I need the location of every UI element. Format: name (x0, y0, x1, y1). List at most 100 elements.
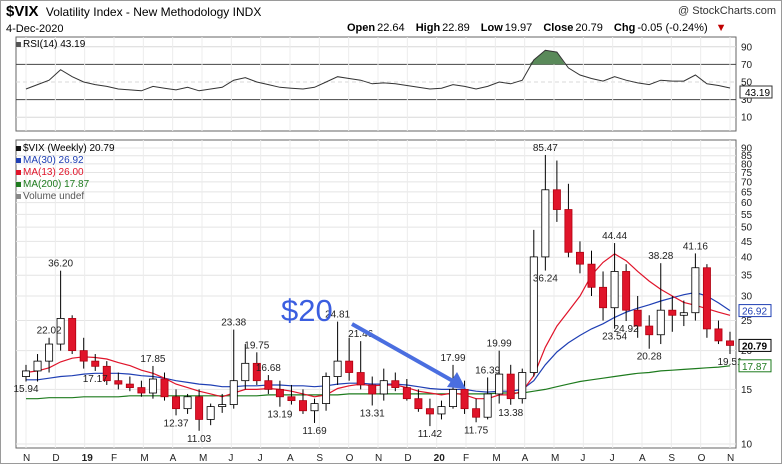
brand-watermark: @ StockCharts.com (678, 5, 776, 17)
x-tick-label: D (52, 453, 59, 464)
high-low-label: 19.99 (487, 339, 512, 350)
rsi-tick-label: 50 (741, 78, 753, 89)
price-tag-text: 26.92 (742, 307, 767, 318)
x-tick-label: O (346, 453, 354, 464)
candle-down (137, 387, 146, 394)
chg-value: -0.05 (-0.24%) (637, 22, 708, 34)
x-axis-labels: N D 19 F M A M J J A S O N D 20 F M A M J J A S O N (23, 453, 734, 464)
x-tick-label: N (375, 453, 382, 464)
price-tick-label: 65 (741, 187, 753, 198)
candle-down (575, 251, 584, 265)
low-label: Low (480, 22, 503, 34)
price-title-text: $VIX (Weekly) 20.79 (23, 143, 115, 154)
candle-down (275, 388, 284, 398)
candle-down (425, 408, 434, 415)
candle-up (310, 403, 319, 412)
price-tag-box (738, 304, 772, 318)
candle-up (241, 362, 250, 382)
candle-down (79, 350, 88, 362)
price-tick-label: 75 (741, 168, 753, 179)
x-tick-label: A (639, 453, 646, 464)
candle-up (449, 388, 457, 407)
x-tick-label: A (522, 453, 529, 464)
x-tick-label: F (111, 453, 117, 464)
high-low-label: 85.47 (533, 143, 558, 154)
legend-ma13: MA(13) 26.00 (16, 167, 84, 178)
candle-down (668, 309, 677, 316)
candle-down (172, 396, 181, 410)
x-tick-label: F (463, 453, 469, 464)
high-low-label: 38.28 (648, 251, 673, 262)
ohlc-bar: Open 22.64 High 22.89 Low 19.97 Close 20.79 … (347, 22, 727, 34)
volume-swatch (16, 193, 21, 199)
candle-down (102, 365, 111, 382)
high-low-label: 16.68 (256, 363, 281, 374)
candle-down (368, 384, 377, 395)
candle-down (552, 189, 561, 210)
x-tick-label: S (316, 453, 323, 464)
symbol-name: Volatility Index - New Methodology (45, 5, 230, 19)
candle-down (506, 373, 515, 400)
price-tick-label: 90 (741, 144, 753, 155)
candle-down (622, 271, 631, 311)
price-tick-label: 10 (741, 440, 753, 451)
x-tick-label: J (228, 453, 233, 464)
candle-up (206, 406, 215, 420)
price-title: $VIX (Weekly) 20.79 (16, 143, 115, 154)
price-tick-label: 55 (741, 210, 753, 221)
candle-down (160, 378, 169, 398)
price-tag-box (738, 338, 772, 352)
price-tick-label: 50 (741, 223, 753, 234)
x-tick-label: J (258, 453, 263, 464)
annotation-text: $20 (281, 293, 333, 328)
candle-up (437, 406, 446, 415)
price-tag-box (738, 359, 772, 373)
x-tick-label: 20 (434, 453, 446, 464)
candlesticks (22, 154, 734, 431)
close-label: Close (543, 22, 574, 34)
high-low-label: 13.31 (360, 408, 385, 419)
legend-ma30: MA(30) 26.92 (16, 155, 84, 166)
candle-up (483, 393, 492, 418)
annotation-arrowhead (447, 372, 466, 389)
x-tick-label: O (698, 453, 706, 464)
high-low-label: 15.94 (13, 384, 38, 395)
legend-volume-label: Volume undef (23, 191, 85, 202)
high-low-label: 12.37 (164, 418, 189, 429)
candle-down (356, 372, 365, 386)
candle-down (599, 286, 608, 309)
chg-label: Chg (613, 22, 636, 34)
candle-up (22, 370, 30, 377)
ma30-line (26, 291, 731, 393)
high-low-label: 24.81 (325, 310, 350, 321)
high-value: 22.89 (442, 22, 470, 34)
rsi-tick-label: 30 (741, 95, 753, 106)
candle-down (125, 383, 134, 388)
rsi-label: RSI(14) 43.19 (23, 39, 86, 50)
candle-up (148, 378, 157, 394)
price-tick-label: 25 (741, 316, 753, 327)
high-low-label: 17.17 (83, 374, 108, 385)
rsi-ticks: 90 70 50 30 10 (741, 42, 753, 123)
ma13-line (25, 253, 731, 400)
rsi-current-tag (739, 85, 773, 99)
high-low-label: 36.20 (48, 259, 73, 270)
exchange: INDX (232, 5, 262, 19)
price-panel: 1520253035404550556065707580859010 36.20… (13, 139, 772, 451)
rsi-overbought-fill (529, 50, 565, 65)
price-tick-label: 70 (741, 177, 753, 188)
candle-up (541, 189, 550, 258)
high-low-label: 20.28 (637, 352, 662, 363)
close-value: 20.79 (575, 22, 603, 34)
price-tag-text: 20.79 (742, 341, 767, 352)
candle-up (679, 312, 688, 316)
chg-down-icon: ▼ (715, 22, 727, 34)
high-low-label: 11.03 (187, 434, 212, 445)
candle-down (714, 328, 723, 342)
rsi-panel: 90 70 50 30 10 43.19 (15, 36, 773, 132)
candle-down (114, 380, 123, 385)
high-label: High (415, 22, 441, 34)
rsi-tick-label: 90 (741, 42, 753, 53)
high-low-label: 44.44 (602, 231, 627, 242)
